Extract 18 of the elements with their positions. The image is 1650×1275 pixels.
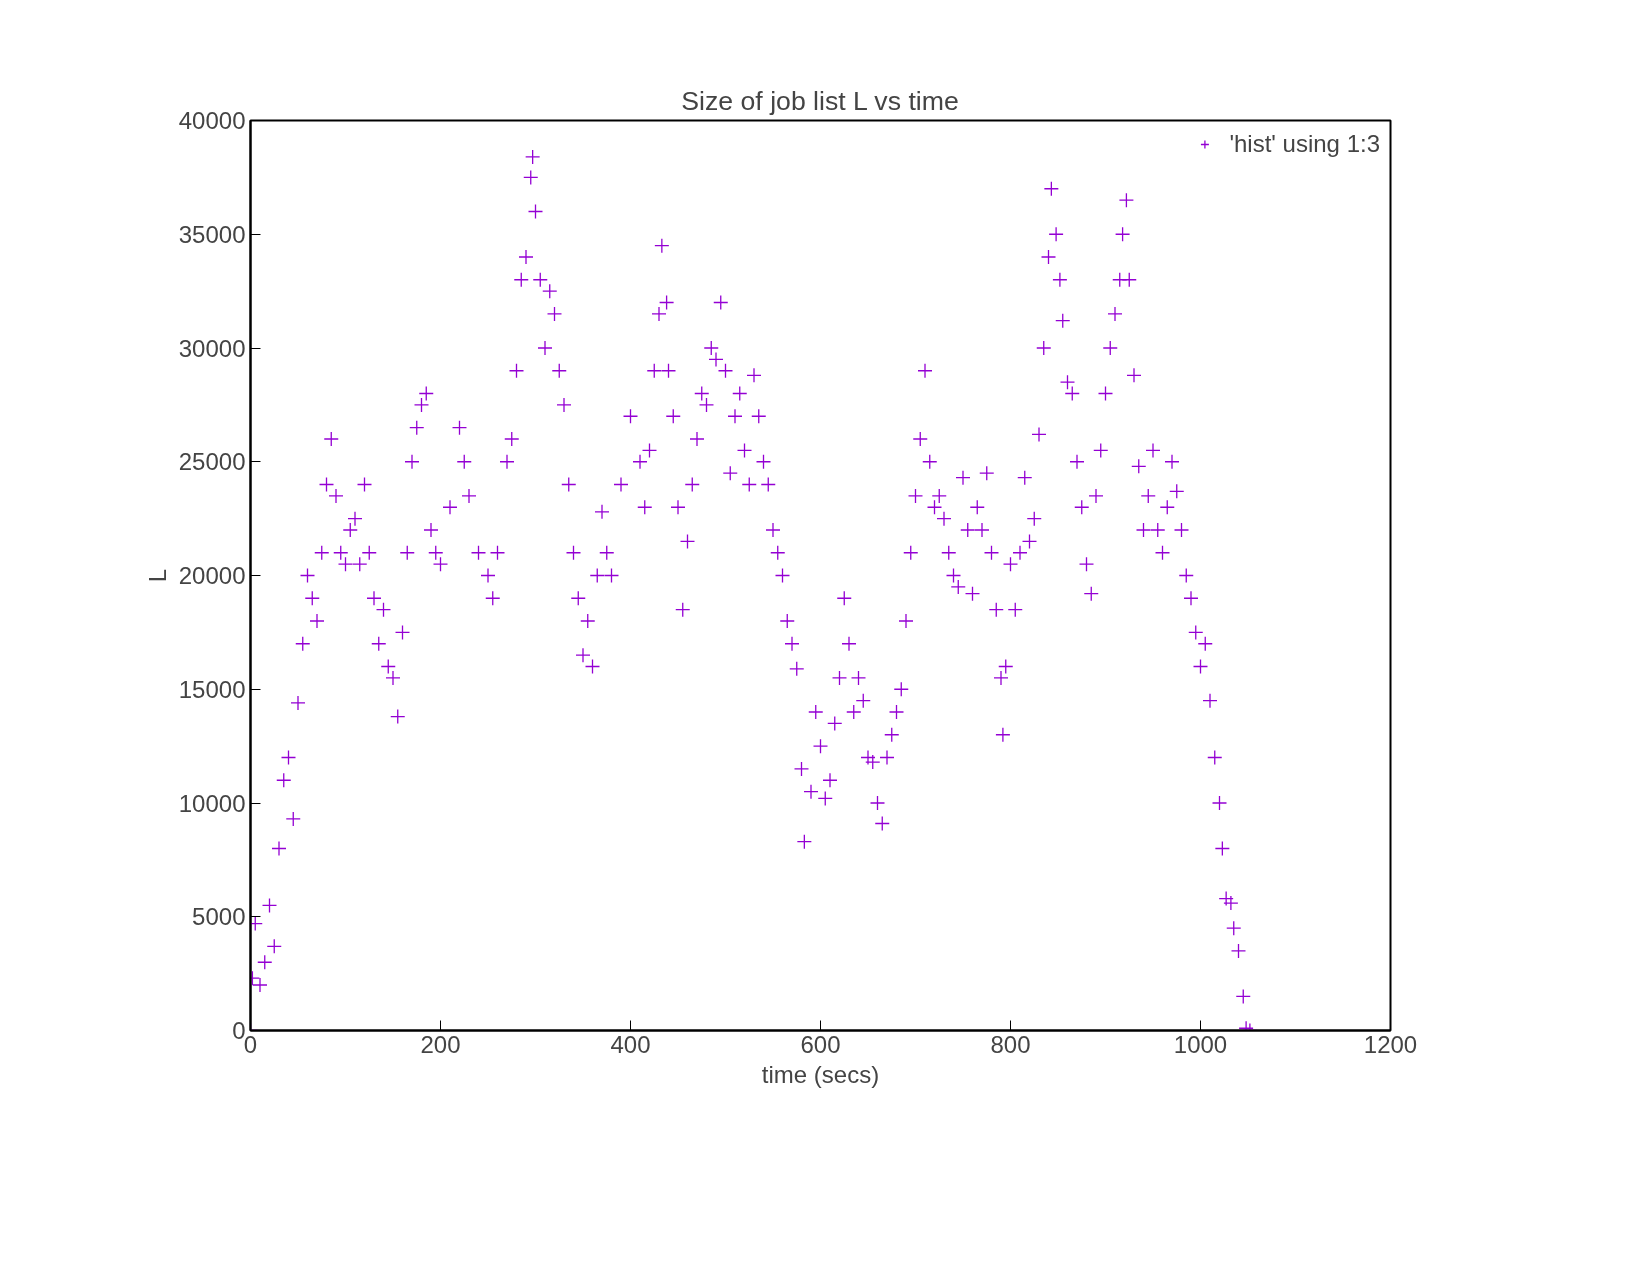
y-tick-label: 25000 <box>178 448 246 476</box>
y-tick-label: 30000 <box>178 334 246 362</box>
y-tick-label: 10000 <box>178 789 246 817</box>
x-tick-label: 200 <box>420 1030 461 1058</box>
y-axis-title: L <box>143 568 171 583</box>
x-tick-label: 800 <box>990 1030 1031 1058</box>
x-axis-title: time (secs) <box>761 1060 880 1088</box>
y-tick-label: 20000 <box>178 562 246 589</box>
x-tick-label: 1000 <box>1173 1030 1228 1058</box>
x-tick-label: 400 <box>610 1030 651 1058</box>
x-tick-label: 600 <box>800 1030 841 1058</box>
y-tick-label: 15000 <box>178 675 246 703</box>
legend-label: 'hist' using 1:3 <box>1229 130 1380 158</box>
x-tick-label: 1200 <box>1363 1030 1418 1058</box>
y-tick-label: 35000 <box>178 220 246 248</box>
y-tick-label: 40000 <box>178 107 246 134</box>
y-tick-label: 5000 <box>192 903 246 931</box>
chart-title: Size of job list L vs time <box>681 85 959 116</box>
